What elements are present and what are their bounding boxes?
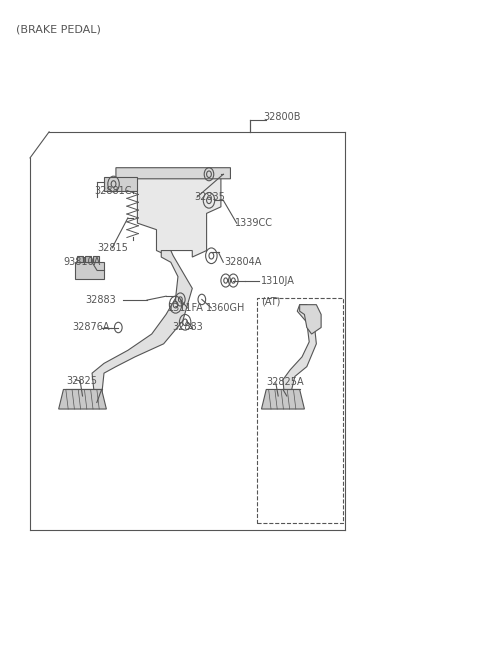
Bar	[257, 298, 343, 523]
Polygon shape	[92, 251, 192, 405]
Text: 32815: 32815	[97, 243, 128, 253]
Text: 32804A: 32804A	[225, 257, 262, 267]
Text: 1311FA: 1311FA	[168, 303, 204, 313]
Text: 93810A: 93810A	[63, 257, 101, 267]
Polygon shape	[75, 262, 104, 278]
Polygon shape	[116, 168, 230, 185]
Polygon shape	[283, 305, 316, 405]
Polygon shape	[300, 305, 321, 334]
Text: 32881C: 32881C	[95, 185, 132, 196]
Polygon shape	[137, 178, 221, 257]
Text: 32883: 32883	[172, 322, 203, 333]
Text: 1339CC: 1339CC	[235, 218, 273, 228]
Text: 32825: 32825	[66, 376, 97, 386]
Text: 1360GH: 1360GH	[205, 303, 245, 313]
Text: 32876A: 32876A	[72, 322, 109, 333]
Text: 32825A: 32825A	[266, 377, 304, 387]
Polygon shape	[59, 390, 107, 409]
Polygon shape	[262, 390, 304, 409]
Bar	[85, 255, 91, 262]
Text: 32800B: 32800B	[263, 113, 300, 122]
Text: 32835: 32835	[195, 192, 226, 202]
Text: (BRAKE PEDAL): (BRAKE PEDAL)	[16, 24, 101, 34]
Bar	[77, 255, 83, 262]
Text: (AT): (AT)	[262, 297, 281, 307]
Bar	[93, 255, 99, 262]
Text: 32883: 32883	[85, 295, 116, 305]
Text: 1310JA: 1310JA	[261, 276, 294, 286]
Polygon shape	[104, 178, 137, 191]
